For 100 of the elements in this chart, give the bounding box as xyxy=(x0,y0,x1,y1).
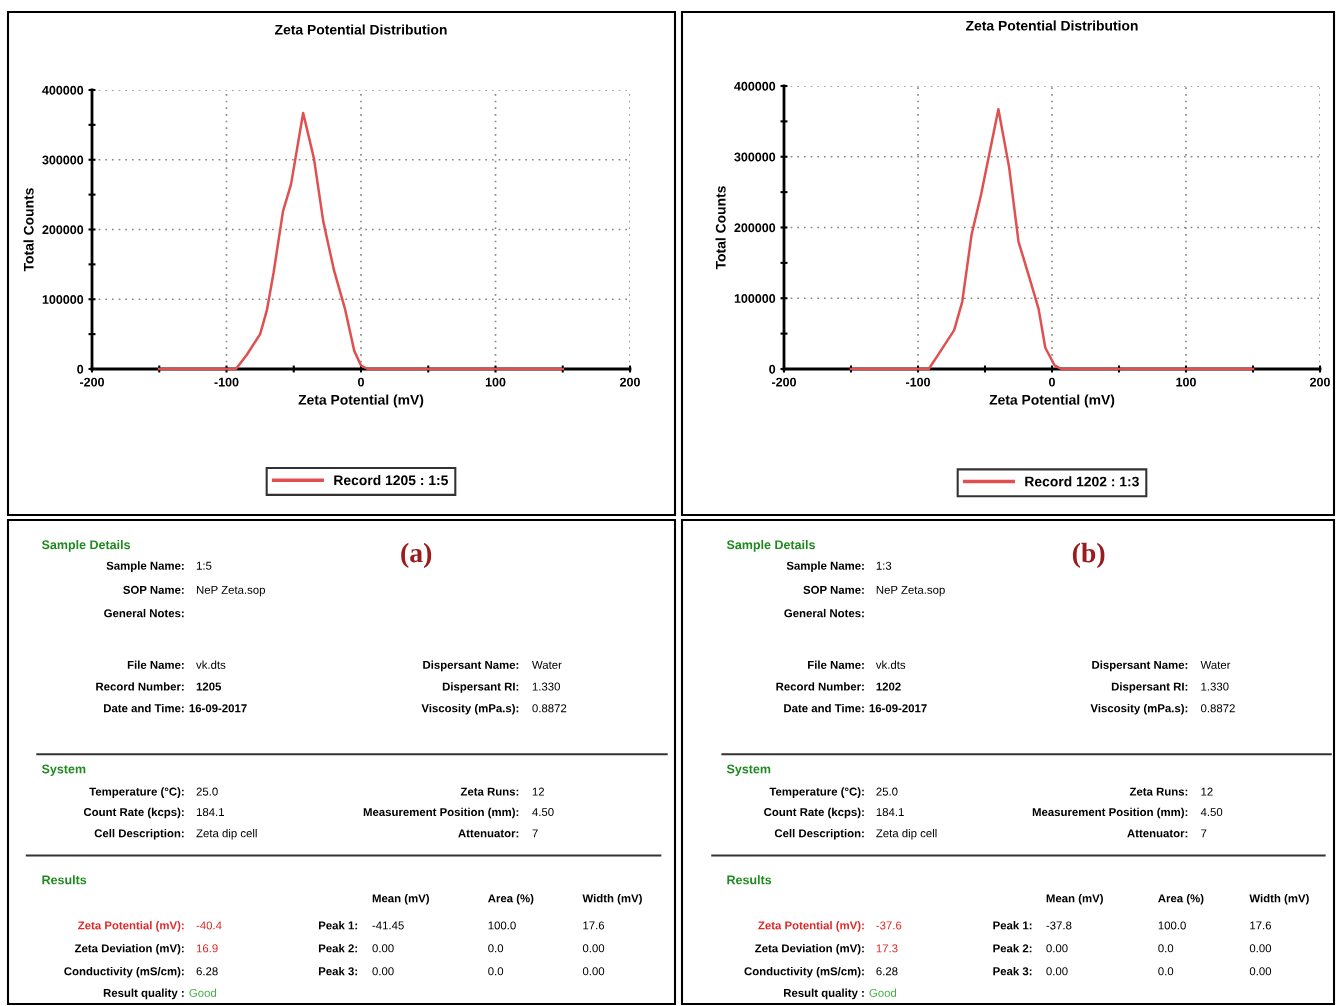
text: 17.3 xyxy=(876,944,898,953)
text: 17.6 xyxy=(1250,921,1272,930)
text: Zeta Potential (mV): xyxy=(758,921,864,932)
text: 0.00 xyxy=(582,944,605,953)
text: Date and Time: xyxy=(104,703,184,713)
text: 17.6 xyxy=(583,921,605,930)
text: System xyxy=(41,764,86,776)
text: Sample Details xyxy=(726,540,815,552)
text: 7 xyxy=(532,829,538,838)
text: 0.00 xyxy=(1249,967,1272,976)
text: 0.00 xyxy=(582,967,605,976)
text: 16.9 xyxy=(196,944,218,953)
text: General Notes: xyxy=(784,608,864,618)
y-tick-label: 200000 xyxy=(734,223,776,233)
text: Peak 1: xyxy=(993,921,1032,930)
line-series xyxy=(849,108,1255,371)
text: 4.50 xyxy=(532,808,554,817)
x-axis-title: Zeta Potential (mV) xyxy=(298,394,424,408)
text: 0.0 xyxy=(488,967,504,976)
text: vk.dts xyxy=(875,660,906,669)
text: Temperature (°C): xyxy=(89,787,184,798)
text: 7 xyxy=(1201,829,1207,838)
x-axis-title: Zeta Potential (mV) xyxy=(989,394,1115,408)
text: Width (mV) xyxy=(1249,893,1309,905)
text: Peak 3: xyxy=(993,966,1032,976)
y-tick-label: 100000 xyxy=(734,294,776,303)
text: Date and Time: xyxy=(784,703,864,713)
text: 0.0 xyxy=(1158,944,1174,953)
text: NeP Zeta.sop xyxy=(196,585,265,597)
text: Cell Description: xyxy=(774,828,864,840)
text: Dispersant Name: xyxy=(423,660,519,672)
text: 0.0 xyxy=(1158,967,1174,976)
y-tick-label: 300000 xyxy=(42,155,84,165)
text: General Notes: xyxy=(104,608,184,618)
text: Viscosity (mPa.s): xyxy=(421,703,519,715)
text: SOP Name: xyxy=(803,585,864,594)
text: 0.8872 xyxy=(532,704,567,713)
text: 4.50 xyxy=(1200,808,1223,817)
text: Zeta dip cell xyxy=(876,828,937,840)
text: 1.330 xyxy=(1201,682,1229,691)
x-tick-label: -100 xyxy=(905,377,930,387)
text: 0.0 xyxy=(488,944,504,953)
y-tick-label: 400000 xyxy=(734,81,776,91)
text: Peak 2: xyxy=(318,944,358,953)
text: 1:5 xyxy=(196,561,212,570)
text: 0.8872 xyxy=(1200,704,1235,713)
text: Sample Details xyxy=(41,540,130,552)
text: Results xyxy=(727,875,772,885)
text: Conductivity (mS/cm): xyxy=(64,966,184,978)
text: Zeta Runs: xyxy=(460,787,519,796)
text: -40.4 xyxy=(196,921,222,930)
text: NeP Zeta.sop xyxy=(876,585,945,597)
text: vk.dts xyxy=(196,660,226,669)
x-tick-label: -200 xyxy=(771,377,796,387)
text: Count Rate (kcps): xyxy=(764,807,864,819)
text: Peak 1: xyxy=(318,921,358,930)
text: Conductivity (mS/cm): xyxy=(744,966,864,978)
y-axis-title: Total Counts xyxy=(715,186,726,270)
legend-label: Record 1202 : 1:3 xyxy=(1025,476,1139,487)
text: System xyxy=(726,764,771,776)
text: Dispersant Name: xyxy=(1092,660,1188,672)
text: Result quality : xyxy=(784,988,864,1000)
text: 1202 xyxy=(876,682,901,691)
text: Zeta Deviation (mV): xyxy=(74,944,184,955)
text: Zeta Deviation (mV): xyxy=(755,944,864,955)
text: (a) xyxy=(401,542,432,569)
text: Attenuator: xyxy=(458,829,519,838)
text: File Name: xyxy=(127,660,184,669)
text: 100.0 xyxy=(488,921,516,930)
text: Sample Name: xyxy=(786,561,864,572)
legend-label: Record 1205 : 1:5 xyxy=(334,474,448,486)
text: Mean (mV) xyxy=(372,893,430,905)
text: File Name: xyxy=(808,660,864,669)
text: -37.6 xyxy=(876,921,902,930)
text: 12 xyxy=(532,787,545,796)
text: Zeta Runs: xyxy=(1129,787,1188,796)
text: Viscosity (mPa.s): xyxy=(1090,703,1188,715)
text: Peak 3: xyxy=(318,966,358,976)
text: 0.00 xyxy=(372,944,394,953)
x-tick-label: 0 xyxy=(1049,377,1055,387)
text: -37.8 xyxy=(1046,921,1072,930)
text: Attenuator: xyxy=(1127,829,1188,838)
text: Good xyxy=(189,988,217,997)
text: 12 xyxy=(1201,787,1213,796)
text: Good xyxy=(869,988,897,997)
text: Zeta Potential (mV): xyxy=(78,921,184,932)
text: Dispersant RI: xyxy=(1111,682,1188,693)
text: Zeta dip cell xyxy=(196,828,257,840)
text: Area (%) xyxy=(488,893,534,905)
text: 1205 xyxy=(196,682,222,691)
y-tick-label: 0 xyxy=(77,364,84,374)
text: (b) xyxy=(1072,542,1105,569)
x-tick-label: 100 xyxy=(485,377,506,387)
text: 0.00 xyxy=(372,967,394,976)
y-axis-title: Total Counts xyxy=(23,188,34,272)
x-tick-label: 0 xyxy=(358,377,364,387)
x-tick-label: -200 xyxy=(79,377,104,387)
text: 25.0 xyxy=(196,787,218,796)
text: Result quality : xyxy=(103,988,184,1000)
x-tick-label: -100 xyxy=(214,377,239,387)
